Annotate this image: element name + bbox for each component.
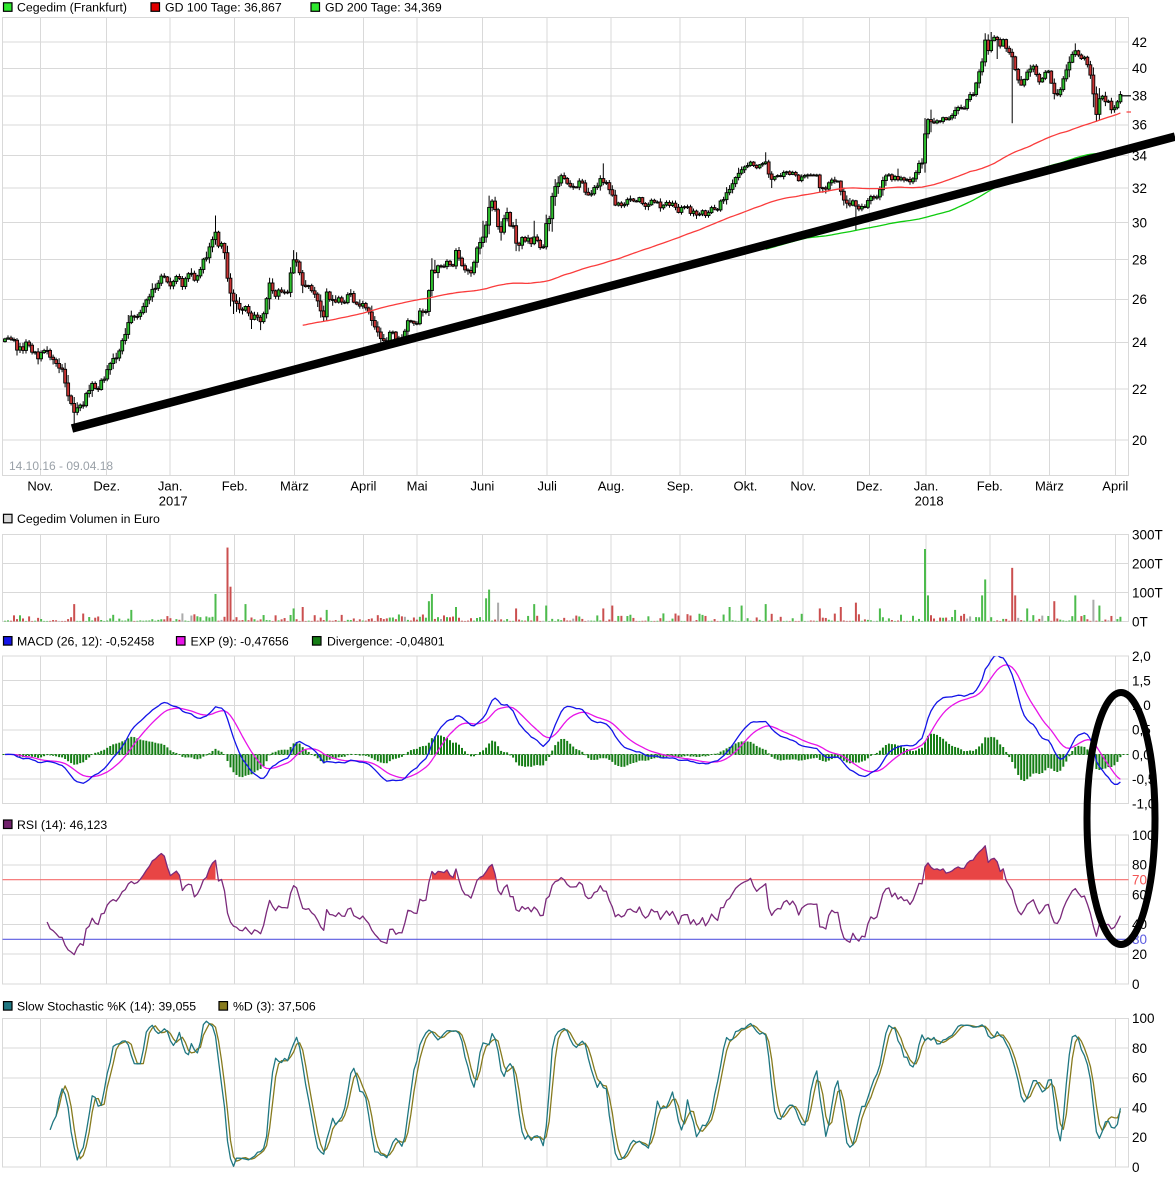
svg-text:MACD (26, 12): -0,52458: MACD (26, 12): -0,52458 <box>17 635 155 649</box>
svg-text:40: 40 <box>1132 61 1147 76</box>
svg-text:1,5: 1,5 <box>1132 674 1151 689</box>
svg-text:20: 20 <box>1132 947 1147 962</box>
svg-text:2017: 2017 <box>159 494 188 509</box>
svg-text:Divergence: -0,04801: Divergence: -0,04801 <box>327 635 445 649</box>
svg-text:Dez.: Dez. <box>93 479 120 494</box>
svg-text:300T: 300T <box>1132 527 1163 542</box>
svg-text:100: 100 <box>1132 1011 1155 1026</box>
svg-text:40: 40 <box>1132 1100 1147 1115</box>
svg-text:2018: 2018 <box>915 494 944 509</box>
svg-text:Feb.: Feb. <box>977 479 1003 494</box>
svg-text:32: 32 <box>1132 181 1147 196</box>
svg-text:RSI (14): 46,123: RSI (14): 46,123 <box>17 818 107 832</box>
svg-text:März: März <box>1035 479 1064 494</box>
svg-text:80: 80 <box>1132 858 1147 873</box>
svg-text:Nov.: Nov. <box>790 479 816 494</box>
svg-text:34: 34 <box>1132 148 1148 163</box>
svg-text:26: 26 <box>1132 292 1147 307</box>
svg-text:Juli: Juli <box>537 479 557 494</box>
svg-text:Sep.: Sep. <box>667 479 694 494</box>
svg-text:April: April <box>350 479 376 494</box>
svg-text:200T: 200T <box>1132 556 1163 571</box>
svg-text:24: 24 <box>1132 335 1148 350</box>
svg-text:14.10.16 - 09.04.18: 14.10.16 - 09.04.18 <box>9 459 113 473</box>
svg-text:GD 200 Tage: 34,369: GD 200 Tage: 34,369 <box>325 0 442 14</box>
svg-text:Dez.: Dez. <box>856 479 883 494</box>
svg-text:0: 0 <box>1132 977 1140 992</box>
svg-text:Mai: Mai <box>407 479 428 494</box>
svg-text:Okt.: Okt. <box>733 479 757 494</box>
svg-text:80: 80 <box>1132 1041 1147 1056</box>
svg-text:0: 0 <box>1132 1160 1140 1175</box>
svg-text:Feb.: Feb. <box>222 479 248 494</box>
svg-text:Nov.: Nov. <box>27 479 53 494</box>
svg-text:%D (3): 37,506: %D (3): 37,506 <box>233 1000 316 1014</box>
svg-text:30: 30 <box>1132 215 1147 230</box>
svg-text:Aug.: Aug. <box>598 479 625 494</box>
svg-text:GD 100 Tage: 36,867: GD 100 Tage: 36,867 <box>165 0 282 14</box>
svg-text:22: 22 <box>1132 382 1147 397</box>
svg-text:Jan.: Jan. <box>158 479 183 494</box>
svg-text:März: März <box>280 479 309 494</box>
svg-text:Juni: Juni <box>470 479 494 494</box>
svg-text:100T: 100T <box>1132 585 1163 600</box>
svg-text:36: 36 <box>1132 118 1147 133</box>
svg-text:20: 20 <box>1132 1130 1147 1145</box>
svg-text:Jan.: Jan. <box>914 479 939 494</box>
svg-text:Slow Stochastic %K (14): 39,05: Slow Stochastic %K (14): 39,055 <box>17 1000 196 1014</box>
svg-text:April: April <box>1102 479 1128 494</box>
svg-text:0T: 0T <box>1132 614 1148 629</box>
svg-text:28: 28 <box>1132 252 1147 267</box>
svg-text:38: 38 <box>1132 89 1147 104</box>
svg-text:2,0: 2,0 <box>1132 649 1151 664</box>
svg-text:Cegedim Volumen in Euro: Cegedim Volumen in Euro <box>17 512 160 526</box>
svg-text:EXP (9): -0,47656: EXP (9): -0,47656 <box>191 635 289 649</box>
svg-text:60: 60 <box>1132 1071 1147 1086</box>
svg-text:20: 20 <box>1132 433 1147 448</box>
svg-text:42: 42 <box>1132 35 1147 50</box>
svg-text:70: 70 <box>1132 873 1147 888</box>
svg-text:Cegedim (Frankfurt): Cegedim (Frankfurt) <box>17 0 127 14</box>
